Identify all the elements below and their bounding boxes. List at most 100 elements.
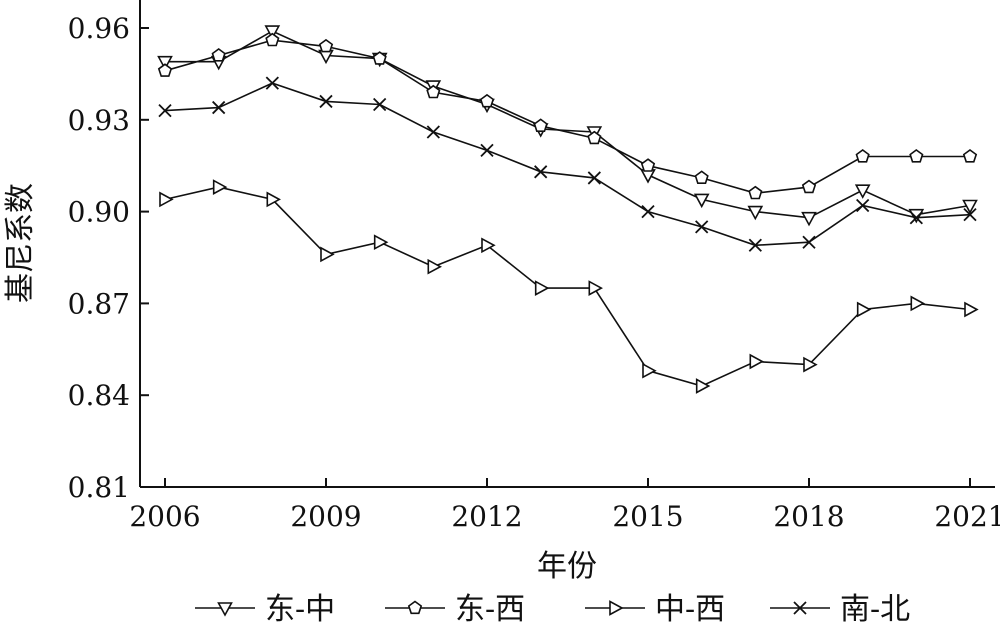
data-point: [479, 93, 495, 108]
legend: 东-中 东-西 中-西 南-北: [195, 592, 910, 627]
y-axis-title: 基尼系数: [3, 183, 38, 303]
data-point: [587, 171, 601, 185]
legend-item: 东-西: [385, 592, 525, 627]
data-point: [533, 118, 548, 132]
data-point: [426, 125, 440, 139]
data-point: [372, 51, 387, 65]
data-point: [212, 100, 226, 115]
data-point: [534, 165, 548, 179]
data-point: [534, 280, 550, 296]
data-point: [855, 149, 870, 163]
data-point: [373, 234, 389, 251]
legend-marker: [407, 600, 423, 615]
data-point: [481, 237, 496, 254]
series-3: [159, 179, 979, 394]
y-tick-label: 0.87: [68, 287, 130, 320]
x-stroke: [748, 238, 762, 252]
y-tick-label: 0.90: [68, 196, 130, 229]
legend-label: 东-中: [265, 592, 335, 627]
data-point: [265, 32, 280, 47]
data-point: [909, 211, 923, 225]
legend-label: 南-北: [840, 592, 910, 627]
x-stroke: [480, 143, 494, 158]
ticks: 0.81 0.84 0.87 0.90 0.93 0.96 2006 2009 2012 2015…: [68, 12, 1000, 533]
data-point: [373, 97, 387, 112]
data-point: [641, 204, 655, 219]
data-point: [748, 185, 763, 200]
x-tick-label: 2012: [451, 500, 522, 533]
data-point: [212, 179, 228, 195]
data-point: [908, 208, 925, 224]
data-point: [803, 356, 818, 373]
series-1: [157, 25, 978, 227]
data-point: [319, 94, 333, 109]
data-point: [480, 143, 494, 158]
y-tick-label: 0.93: [68, 104, 130, 137]
data-point: [854, 184, 871, 199]
series-2: [157, 32, 978, 200]
legend-marker: [609, 600, 624, 616]
data-point: [695, 220, 709, 234]
data-point: [963, 208, 977, 222]
legend-marker: [793, 601, 807, 615]
x-stroke: [856, 198, 870, 213]
data-point: [801, 211, 817, 227]
series-line: [164, 39, 970, 195]
x-axis-title: 年份: [537, 549, 597, 584]
data-point: [158, 103, 172, 118]
data-point: [693, 193, 710, 209]
data-point: [157, 55, 173, 71]
data-point: [962, 149, 978, 163]
data-point: [642, 362, 657, 379]
data-point: [266, 191, 281, 208]
series-4: [158, 76, 977, 252]
x-tick-label: 2015: [612, 500, 683, 533]
data-point: [264, 25, 281, 40]
data-point: [802, 235, 816, 249]
series-line: [164, 82, 971, 247]
data-point: [856, 198, 870, 213]
x-stroke: [158, 103, 172, 118]
series-line: [164, 186, 971, 387]
data-point: [318, 38, 334, 53]
series-line: [165, 30, 971, 219]
legend-item: 东-中: [195, 592, 335, 627]
y-tick-label: 0.84: [68, 379, 130, 412]
x-stroke: [265, 76, 279, 90]
x-stroke: [534, 165, 548, 179]
data-point: [426, 84, 441, 99]
x-stroke: [793, 601, 807, 615]
data-point: [964, 301, 979, 318]
data-point: [157, 63, 173, 77]
x-stroke: [909, 211, 923, 225]
data-point: [748, 238, 762, 252]
x-stroke: [695, 220, 709, 234]
data-point: [211, 48, 226, 62]
data-point: [587, 130, 602, 145]
data-point: [695, 378, 711, 394]
x-stroke: [963, 208, 977, 222]
legend-item: 南-北: [770, 592, 910, 627]
data-point: [588, 280, 603, 296]
data-point: [320, 246, 335, 263]
data-point: [265, 76, 279, 90]
data-point: [159, 191, 174, 208]
data-point: [640, 158, 656, 172]
y-tick-label: 0.81: [68, 471, 130, 504]
x-stroke: [426, 125, 440, 139]
x-stroke: [212, 100, 226, 115]
x-stroke: [319, 94, 333, 109]
data-point: [749, 353, 764, 370]
x-stroke: [373, 97, 387, 112]
y-tick-label: 0.96: [68, 12, 130, 45]
axes: [139, 0, 995, 488]
legend-marker: [217, 602, 233, 617]
data-point: [856, 301, 872, 318]
x-stroke: [587, 171, 601, 185]
data-point: [747, 205, 764, 221]
x-stroke: [802, 235, 816, 249]
data-point: [427, 258, 442, 275]
legend-item: 中-西: [585, 592, 725, 627]
data-point: [909, 149, 924, 163]
